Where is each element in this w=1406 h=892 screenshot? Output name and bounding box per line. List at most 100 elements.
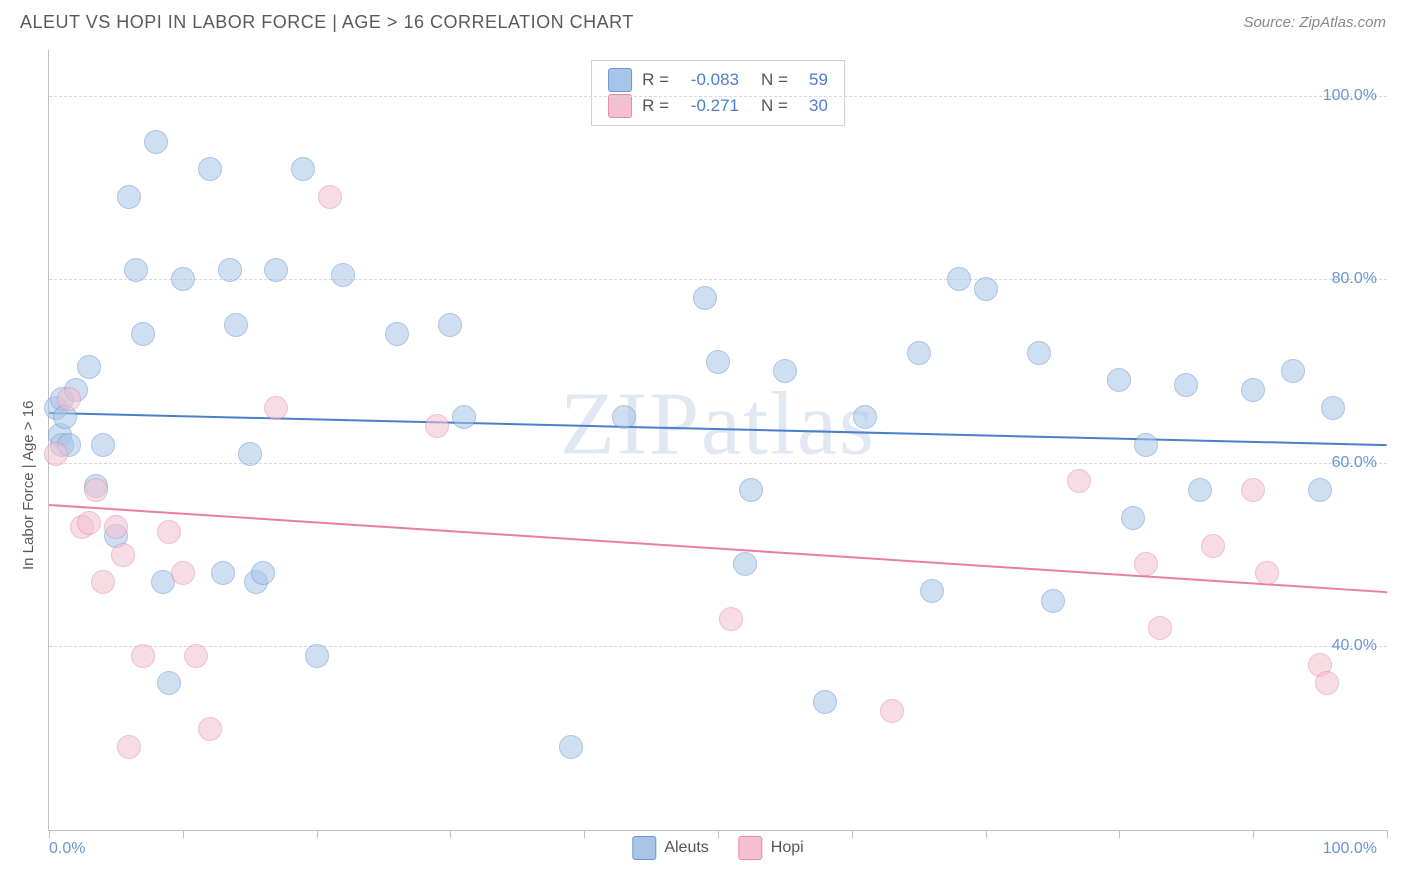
data-point <box>773 359 797 383</box>
data-point <box>1107 368 1131 392</box>
data-point <box>1281 359 1305 383</box>
data-point <box>1174 373 1198 397</box>
data-point <box>452 405 476 429</box>
data-point <box>612 405 636 429</box>
gridline <box>49 96 1387 97</box>
data-point <box>1315 671 1339 695</box>
data-point <box>131 322 155 346</box>
data-point <box>719 607 743 631</box>
data-point <box>77 511 101 535</box>
stats-n-label: N = <box>761 96 788 116</box>
data-point <box>331 263 355 287</box>
legend-swatch <box>739 836 763 860</box>
data-point <box>318 185 342 209</box>
data-point <box>813 690 837 714</box>
data-point <box>1134 552 1158 576</box>
x-axis-label-max: 100.0% <box>1323 840 1377 858</box>
data-point <box>264 258 288 282</box>
data-point <box>91 570 115 594</box>
data-point <box>1027 341 1051 365</box>
legend-swatch <box>632 836 656 860</box>
stats-n-value: 59 <box>798 70 828 90</box>
data-point <box>224 313 248 337</box>
data-point <box>157 671 181 695</box>
x-tick <box>1387 830 1388 838</box>
correlation-stats-box: R = -0.083 N = 59 R = -0.271 N = 30 <box>591 60 845 126</box>
chart-legend: Aleuts Hopi <box>632 836 803 860</box>
y-axis-label: 100.0% <box>1323 87 1377 105</box>
data-point <box>198 717 222 741</box>
data-point <box>57 387 81 411</box>
stats-row: R = -0.271 N = 30 <box>608 93 828 119</box>
data-point <box>425 414 449 438</box>
data-point <box>84 478 108 502</box>
stats-row: R = -0.083 N = 59 <box>608 67 828 93</box>
data-point <box>693 286 717 310</box>
data-point <box>739 478 763 502</box>
data-point <box>1308 478 1332 502</box>
data-point <box>1241 378 1265 402</box>
data-point <box>184 644 208 668</box>
data-point <box>111 543 135 567</box>
data-point <box>1321 396 1345 420</box>
x-axis-label-min: 0.0% <box>49 840 85 858</box>
data-point <box>559 735 583 759</box>
y-axis-label: 60.0% <box>1332 454 1377 472</box>
scatter-chart: ZIPatlas 0.0% 100.0% R =-0.083N =59R =-0… <box>48 50 1387 831</box>
data-point <box>117 735 141 759</box>
data-point <box>1188 478 1212 502</box>
data-point <box>853 405 877 429</box>
data-point <box>920 579 944 603</box>
x-tick <box>1253 830 1254 838</box>
data-point <box>733 552 757 576</box>
stats-swatch <box>608 94 632 118</box>
data-point <box>91 433 115 457</box>
data-point <box>1201 534 1225 558</box>
y-axis-label: 40.0% <box>1332 637 1377 655</box>
data-point <box>144 130 168 154</box>
stats-r-label: R = <box>642 96 669 116</box>
stats-r-value: -0.271 <box>679 96 739 116</box>
legend-item: Hopi <box>739 836 804 860</box>
data-point <box>211 561 235 585</box>
data-point <box>706 350 730 374</box>
data-point <box>1255 561 1279 585</box>
data-point <box>1067 469 1091 493</box>
data-point <box>251 561 275 585</box>
legend-label: Aleuts <box>664 839 708 857</box>
stats-n-label: N = <box>761 70 788 90</box>
data-point <box>1134 433 1158 457</box>
data-point <box>907 341 931 365</box>
x-tick <box>49 830 50 838</box>
stats-r-label: R = <box>642 70 669 90</box>
data-point <box>385 322 409 346</box>
data-point <box>438 313 462 337</box>
data-point <box>1041 589 1065 613</box>
data-point <box>171 561 195 585</box>
stats-r-value: -0.083 <box>679 70 739 90</box>
data-point <box>117 185 141 209</box>
gridline <box>49 646 1387 647</box>
legend-label: Hopi <box>771 839 804 857</box>
chart-title: ALEUT VS HOPI IN LABOR FORCE | AGE > 16 … <box>20 12 634 33</box>
data-point <box>974 277 998 301</box>
y-axis-title: In Labor Force | Age > 16 <box>20 401 37 570</box>
x-tick <box>718 830 719 838</box>
gridline <box>49 279 1387 280</box>
x-tick <box>1119 830 1120 838</box>
x-tick <box>317 830 318 838</box>
chart-header: ALEUT VS HOPI IN LABOR FORCE | AGE > 16 … <box>0 0 1406 41</box>
y-axis-label: 80.0% <box>1332 270 1377 288</box>
data-point <box>291 157 315 181</box>
data-point <box>44 442 68 466</box>
data-point <box>947 267 971 291</box>
data-point <box>198 157 222 181</box>
x-tick <box>183 830 184 838</box>
x-tick <box>986 830 987 838</box>
data-point <box>880 699 904 723</box>
stats-n-value: 30 <box>798 96 828 116</box>
data-point <box>171 267 195 291</box>
x-tick <box>450 830 451 838</box>
chart-source: Source: ZipAtlas.com <box>1243 14 1386 31</box>
x-tick <box>584 830 585 838</box>
